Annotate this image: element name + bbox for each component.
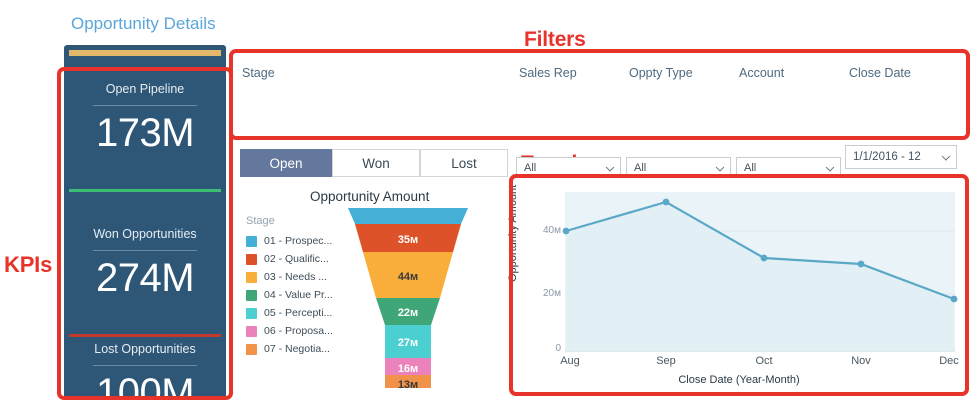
legend-label: 03 - Needs ... [264,271,328,283]
x-tick-label: Dec [939,355,959,367]
legend-swatch [246,307,257,319]
close-date-select[interactable]: 1/1/2016 - 12 [845,145,957,169]
kpi-value: 274M [95,256,195,300]
data-point-oct[interactable] [760,254,768,262]
oppty-type-select[interactable]: All [626,157,731,179]
funnel-value-label: 35м [398,234,418,246]
kpi-label: Won Opportunities [93,227,197,241]
chevron-down-icon [605,163,615,172]
chevron-down-icon [825,163,835,172]
stage-segment-won[interactable]: Won [332,149,420,177]
kpi-label: Lost Opportunities [94,342,196,356]
x-tick-label: Oct [755,355,773,367]
funnel-segment-5[interactable] [385,325,431,358]
funnel-segment-6[interactable] [385,358,431,375]
legend-swatch [246,325,257,337]
funnel-segment-7[interactable] [385,375,431,388]
sales-rep-select[interactable]: All [516,157,621,179]
legend-label: 01 - Prospec... [264,235,333,247]
x-axis-title: Close Date (Year-Month) [678,374,800,386]
funnel-chart-title: Opportunity Amount [310,189,430,204]
funnel-segment-1[interactable] [348,208,468,224]
legend-swatch [246,253,257,265]
funnel-value-label: 22м [398,307,418,319]
kpi-rule [93,250,197,251]
chevron-down-icon [941,152,951,161]
legend-title: Stage [246,215,275,227]
data-point-sep[interactable] [662,198,670,206]
kpi-card-open-pipeline[interactable]: Open Pipeline 173M [64,81,226,156]
trends-chart-panel: Opportunity Amount 40м 20м 0 Aug Sep Oct… [507,178,965,393]
y-tick-label: 40м [543,225,561,236]
data-point-dec[interactable] [950,295,958,303]
x-tick-label: Nov [851,355,871,367]
filter-header-close-date: Close Date [849,66,911,80]
funnel-value-label: 16м [398,363,418,375]
legend-swatch [246,235,257,247]
filter-header-oppty-type: Oppty Type [629,66,693,80]
funnel-segment-2[interactable] [355,224,461,252]
kpi-label: Open Pipeline [105,82,185,96]
kpi-value: 173M [95,111,195,155]
kpi-divider-green [69,189,221,192]
account-select[interactable]: All [736,157,841,179]
y-tick-label: 0 [555,343,561,354]
filter-header-stage: Stage [242,66,275,80]
y-tick-label: 20м [543,288,561,299]
chevron-down-icon [715,163,725,172]
funnel-value-label: 44м [398,271,418,283]
sales-rep-value: All [524,162,537,174]
filter-header-account: Account [739,66,785,80]
legend-label: 02 - Qualific... [264,253,329,265]
kpi-card-lost-opportunities[interactable]: Lost Opportunities 100M [64,341,226,400]
kpi-card-won-opportunities[interactable]: Won Opportunities 274M [64,226,226,301]
legend-item[interactable]: 03 - Needs ... [246,268,333,286]
legend-label: 05 - Percepti... [264,307,333,319]
filter-header-sales-rep: Sales Rep [519,66,577,80]
area-fill [566,202,954,351]
legend-swatch [246,289,257,301]
close-date-value: 1/1/2016 - 12 [853,151,921,163]
stage-segment-open[interactable]: Open [240,149,332,177]
kpi-divider-red [69,334,221,337]
kpi-rule [93,365,197,366]
annotation-label-kpis: KPIs [4,252,53,277]
legend-label: 07 - Negotia... [264,343,330,355]
trends-plot-area[interactable] [513,178,965,358]
account-value: All [744,162,757,174]
x-tick-label: Sep [656,355,676,367]
page-title: Opportunity Details [71,14,216,33]
data-point-aug[interactable] [562,227,570,235]
legend-item[interactable]: 04 - Value Pr... [246,286,333,304]
kpi-accent-bar [69,50,221,56]
legend-swatch [246,271,257,283]
legend-item[interactable]: 06 - Proposa... [246,322,333,340]
annotation-label-filters: Filters [524,28,586,51]
legend-label: 06 - Proposa... [264,325,333,337]
funnel-value-label: 13м [398,379,418,388]
kpi-panel: Open Pipeline 173M Won Opportunities 274… [64,45,226,400]
filters-panel: Stage Sales Rep Oppty Type Account Close… [233,53,966,179]
funnel-segment-4[interactable] [376,298,440,325]
x-tick-label: Aug [560,355,580,367]
kpi-value: 100M [95,371,195,400]
data-point-nov[interactable] [857,260,865,268]
funnel-chart[interactable]: 35м 44м 22м 27м 16м 13м [348,208,468,388]
legend-swatch [246,343,257,355]
funnel-legend: Stage 01 - Prospec... 02 - Qualific... 0… [246,215,333,358]
kpi-rule [93,105,197,106]
legend-item[interactable]: 07 - Negotia... [246,340,333,358]
funnel-value-label: 27м [398,337,418,349]
funnel-segment-3[interactable] [363,252,453,298]
legend-label: 04 - Value Pr... [264,289,333,301]
legend-item[interactable]: 05 - Percepti... [246,304,333,322]
legend-item[interactable]: 01 - Prospec... [246,232,333,250]
oppty-type-value: All [634,162,647,174]
stage-segment-lost[interactable]: Lost [420,149,508,177]
legend-item[interactable]: 02 - Qualific... [246,250,333,268]
